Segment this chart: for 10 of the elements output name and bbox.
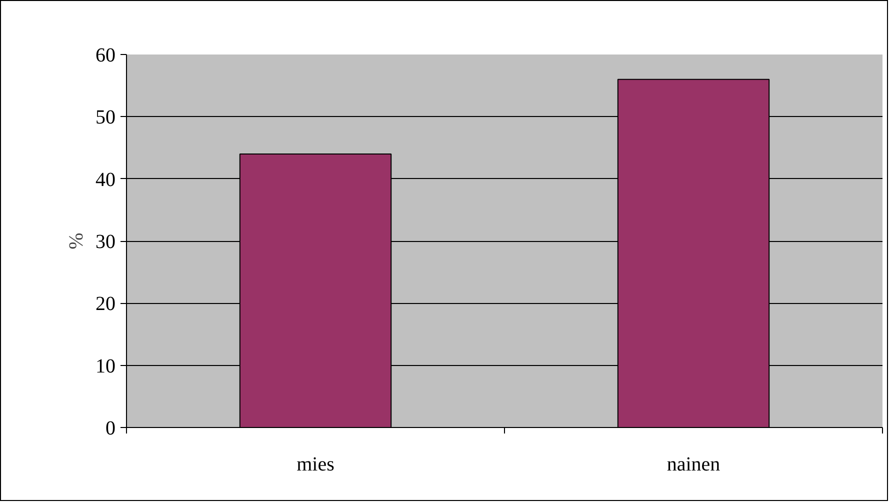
y-tick-label: 50: [96, 106, 116, 129]
y-axis-title: %: [66, 232, 88, 250]
x-tick-label: mies: [296, 454, 335, 476]
y-tick-label: 60: [96, 44, 116, 66]
y-tick-label: 40: [96, 168, 116, 191]
y-tick-label: 20: [96, 293, 116, 316]
y-tick-label: 30: [96, 231, 116, 253]
x-tick-label: nainen: [666, 454, 720, 476]
y-tick-label: 0: [106, 418, 116, 440]
y-tick-label: 10: [96, 355, 116, 378]
